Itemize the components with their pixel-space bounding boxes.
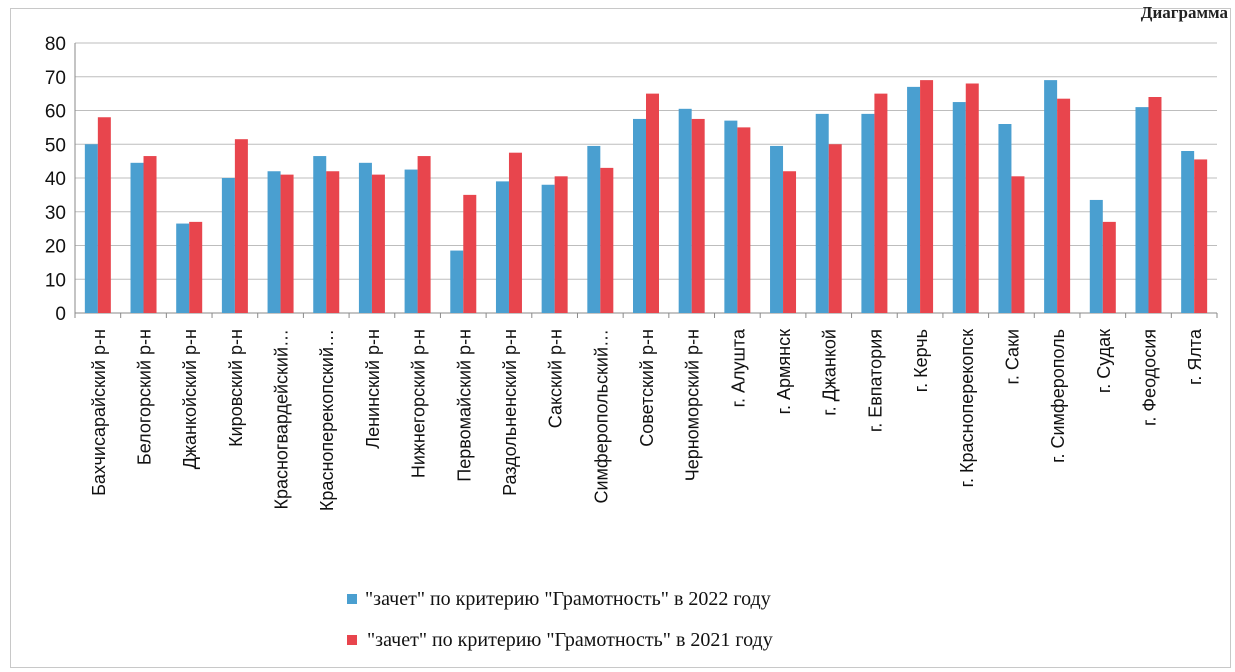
x-tick-label: Сакский р-н	[546, 329, 566, 428]
x-tick-label: Ленинский р-н	[363, 329, 383, 449]
bar-2	[463, 194, 477, 313]
bars	[84, 80, 1208, 313]
bar-1	[587, 145, 601, 313]
bar-2	[97, 117, 111, 313]
bar-1	[1089, 199, 1103, 313]
bar-1	[404, 169, 418, 313]
bar-2	[691, 118, 705, 313]
y-tick-label: 70	[45, 68, 66, 89]
bar-2	[965, 83, 979, 313]
bar-1	[907, 86, 921, 313]
x-tick-label: Красноперекопский…	[317, 329, 337, 511]
y-tick-label: 30	[45, 203, 66, 224]
bar-2	[143, 156, 157, 313]
y-tick-label: 80	[45, 34, 66, 55]
bar-1	[1135, 107, 1149, 313]
bar-1	[221, 178, 235, 313]
legend: "зачет" по критерию "Грамотность" в 2022…	[347, 588, 773, 651]
bar-2	[326, 171, 340, 313]
bar-2	[874, 93, 888, 313]
x-tick-label: Первомайский р-н	[454, 329, 474, 482]
y-tick-label: 50	[45, 135, 66, 156]
x-tick-label: Красногвардейский…	[272, 329, 292, 510]
bar-1	[450, 250, 464, 313]
bar-2	[920, 80, 934, 313]
y-axis: 0 10 20 30 40 50 60 70 80	[45, 34, 1218, 325]
bar-2	[280, 174, 294, 313]
legend-swatch	[347, 594, 357, 604]
x-tick-label: г. Джанкой	[820, 329, 840, 416]
bar-2	[1011, 176, 1025, 313]
bar-2	[554, 176, 568, 313]
x-tick-label: Джанкойский р-н	[180, 329, 200, 469]
bar-1	[724, 120, 738, 313]
bar-2	[783, 171, 797, 313]
bar-1	[313, 156, 327, 313]
y-tick-label: 0	[55, 304, 66, 325]
x-tick-label: Кировский р-н	[226, 329, 246, 447]
bar-1	[541, 184, 555, 313]
x-tick-label: Черноморский р-н	[683, 329, 703, 481]
bar-1	[84, 144, 98, 313]
bar-1	[1044, 80, 1058, 313]
bar-2	[828, 144, 842, 313]
x-tick-label: г. Феодосия	[1139, 329, 1159, 426]
x-tick-label: г. Евпатория	[865, 329, 885, 432]
bar-1	[130, 162, 144, 313]
y-tick-label: 20	[45, 237, 66, 258]
bar-2	[189, 221, 203, 313]
bar-1	[678, 108, 692, 313]
legend-swatch	[347, 635, 357, 645]
x-tick-label: Белогорский р-н	[135, 329, 155, 465]
bar-2	[1057, 98, 1071, 313]
bar-1	[770, 145, 784, 313]
bar-1	[358, 162, 372, 313]
bar-1	[952, 102, 966, 313]
x-tick-label: г. Ялта	[1185, 328, 1205, 385]
x-tick-label: г. Саки	[1002, 329, 1022, 385]
x-tick-label: Симферопольский…	[591, 329, 611, 504]
bar-2	[234, 139, 248, 313]
bar-2	[371, 174, 385, 313]
x-axis-labels: Бахчисарайский р-н Белогорский р-н Джанкой…	[89, 328, 1205, 511]
legend-label: "зачет" по критерию "Грамотность" в 2021…	[367, 629, 773, 651]
bar-2	[417, 156, 431, 313]
bar-chart: 0 10 20 30 40 50 60 70 80 Бахчисарайский р-н Бело…	[45, 34, 1218, 651]
legend-label: "зачет" по критерию "Грамотность" в 2022…	[365, 588, 771, 610]
bar-2	[508, 152, 522, 313]
bar-1	[998, 124, 1012, 313]
x-tick-label: г. Керчь	[911, 329, 931, 392]
bar-1	[633, 118, 646, 313]
bar-2	[1148, 97, 1162, 313]
bar-2	[1102, 221, 1116, 313]
x-tick-label: Советский р-н	[637, 329, 657, 447]
bar-1	[267, 171, 281, 313]
x-tick-label: г. Симферополь	[1048, 329, 1068, 463]
x-tick-label: Раздольненский р-н	[500, 329, 520, 496]
bar-2	[1194, 159, 1208, 313]
x-tick-label: г. Армянск	[774, 329, 794, 414]
chart-frame: Диаграмма 0 10 20 30 40 50 60 70 80 Бахчисарайск…	[10, 3, 1231, 668]
bar-2	[600, 167, 614, 313]
bar-2	[737, 127, 751, 313]
bar-1	[861, 113, 875, 313]
bar-1	[1181, 151, 1195, 313]
bar-1	[495, 181, 509, 313]
x-tick-label: г. Судак	[1094, 329, 1114, 393]
y-tick-label: 60	[45, 102, 66, 123]
bar-2	[646, 93, 659, 313]
y-tick-label: 40	[45, 169, 66, 190]
x-tick-label: г. Алушта	[728, 328, 748, 407]
bar-1	[176, 223, 190, 313]
corner-heading: Диаграмма	[1140, 3, 1228, 22]
x-tick-label: г. Красноперекопск	[957, 329, 977, 487]
bar-1	[815, 113, 829, 313]
x-tick-label: Нижнегорский р-н	[409, 329, 429, 478]
x-tick-label: Бахчисарайский р-н	[89, 329, 109, 496]
y-tick-label: 10	[45, 270, 66, 291]
